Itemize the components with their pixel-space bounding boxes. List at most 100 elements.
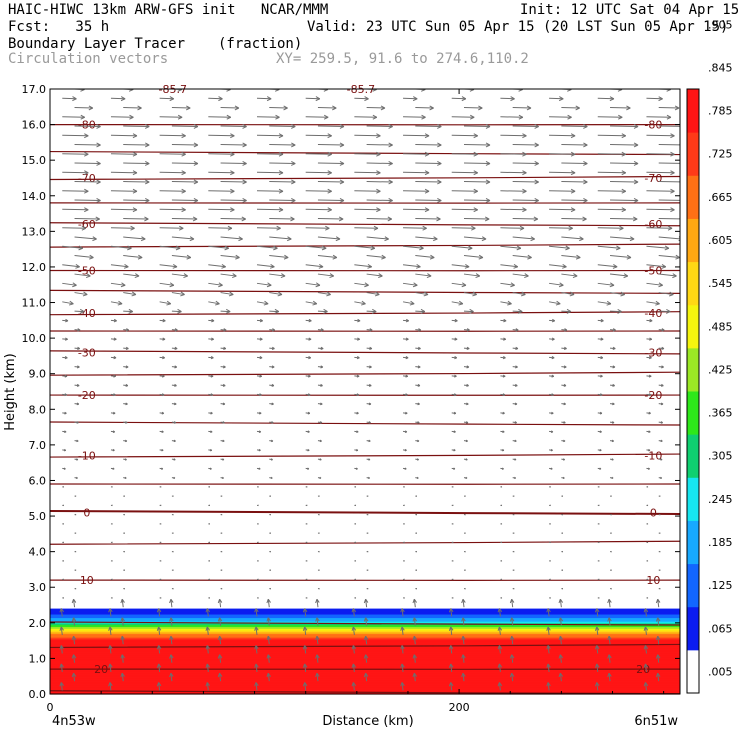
vector-arrow-head — [96, 123, 101, 129]
vector-arrow-head — [551, 356, 555, 360]
vector-arrow — [109, 645, 112, 654]
vector-arrow — [121, 673, 124, 682]
vector-arrow-head — [448, 682, 454, 687]
vector-arrow — [597, 282, 615, 286]
vector-arrow-head — [210, 430, 213, 433]
vector-arrow — [219, 673, 222, 682]
vector-arrow — [74, 181, 101, 183]
vector-arrow-head — [583, 161, 588, 166]
vector-arrow — [609, 273, 628, 277]
vector-arrow — [597, 208, 626, 211]
vector-arrow-head — [660, 476, 663, 480]
vector-arrow-head — [473, 170, 478, 176]
vector-arrow — [597, 264, 618, 268]
vector-arrow — [549, 208, 576, 211]
vector-arrow-head — [661, 365, 664, 369]
vector-arrow-head — [160, 560, 162, 562]
colorbar-label: .425 — [708, 363, 733, 376]
vector-arrow — [269, 292, 283, 296]
vector-arrow — [402, 301, 415, 305]
vector-arrow-head — [71, 617, 77, 622]
vector-arrow-head — [77, 328, 81, 332]
colorbar-label: .305 — [708, 450, 733, 463]
vector-arrow-head — [84, 188, 89, 194]
vector-arrow — [123, 162, 150, 165]
vector-arrow — [110, 171, 137, 174]
vector-arrow-head — [464, 569, 466, 571]
vector-arrow — [646, 190, 675, 192]
vector-arrow — [561, 236, 584, 240]
vector-arrow-head — [354, 578, 357, 581]
vector-arrow — [646, 264, 666, 268]
colorbar-swatch — [687, 218, 699, 263]
vector-arrow — [208, 97, 223, 100]
y-tick-label: 16.0 — [22, 119, 47, 132]
vector-arrow — [220, 144, 247, 146]
vector-arrow-head — [570, 151, 576, 157]
vector-arrow-head — [307, 411, 311, 415]
vector-arrow — [60, 663, 63, 672]
vector-arrow — [123, 144, 150, 146]
vector-arrow-head — [62, 504, 64, 507]
vector-arrow-head — [534, 198, 539, 203]
tracer-band — [50, 629, 680, 633]
vector-arrow-head — [579, 236, 584, 242]
vector-arrow-head — [437, 179, 442, 185]
vector-arrow-head — [302, 663, 308, 668]
vector-arrow-head — [612, 328, 616, 332]
vector-arrow — [255, 608, 258, 617]
vector-arrow-head — [319, 439, 322, 443]
vector-arrow — [463, 107, 483, 109]
vector-arrow — [463, 255, 483, 259]
vector-arrow-head — [270, 458, 273, 461]
vector-arrow — [463, 273, 480, 277]
vector-arrow-head — [404, 430, 408, 433]
vector-arrow-head — [259, 337, 263, 341]
vector-arrow-head — [169, 672, 174, 678]
vector-arrow — [110, 208, 137, 211]
vector-arrow-head — [376, 188, 381, 194]
vector-arrow-head — [469, 114, 475, 120]
vector-arrow — [256, 153, 284, 155]
vector-arrow — [158, 645, 161, 654]
vector-arrow-head — [424, 133, 430, 139]
tracer-band — [50, 644, 680, 647]
tracer-band — [50, 670, 680, 674]
vector-arrow — [462, 636, 465, 645]
vector-arrow — [121, 636, 124, 645]
vector-arrow — [354, 134, 381, 137]
vector-arrow-head — [452, 523, 454, 525]
vector-arrow-head — [501, 560, 503, 562]
vector-arrow-head — [437, 123, 442, 129]
vector-arrow — [549, 190, 576, 192]
vector-arrow-head — [257, 504, 259, 507]
vector-arrow-head — [75, 569, 77, 571]
vector-arrow — [646, 245, 669, 249]
vector-arrow-head — [271, 383, 275, 387]
vector-arrow-head — [193, 123, 199, 129]
vector-arrow-head — [412, 635, 417, 641]
vector-arrow — [171, 273, 188, 277]
vector-arrow-head — [659, 550, 661, 553]
vector-arrow — [352, 608, 355, 617]
vector-arrow-head — [123, 550, 125, 553]
vector-arrow-head — [272, 328, 276, 332]
vector-arrow-head — [461, 672, 466, 678]
vector-arrow-head — [132, 207, 138, 213]
vector-arrow-head — [172, 550, 174, 553]
vector-arrow-head — [655, 654, 661, 659]
vector-arrow-head — [368, 476, 370, 480]
vector-arrow-head — [648, 356, 652, 360]
colorbar-label: .185 — [708, 536, 733, 549]
vector-arrow — [559, 599, 562, 608]
vector-arrow-head — [221, 263, 226, 269]
vector-arrow-head — [403, 560, 405, 562]
vector-arrow — [549, 171, 576, 174]
vector-arrow-head — [254, 663, 259, 668]
vector-arrow-head — [169, 282, 175, 288]
vector-arrow-head — [210, 337, 214, 341]
vector-arrow-head — [558, 598, 564, 604]
vector-arrow-head — [169, 654, 174, 659]
vector-arrow-head — [327, 207, 332, 213]
vector-arrow — [462, 617, 465, 626]
